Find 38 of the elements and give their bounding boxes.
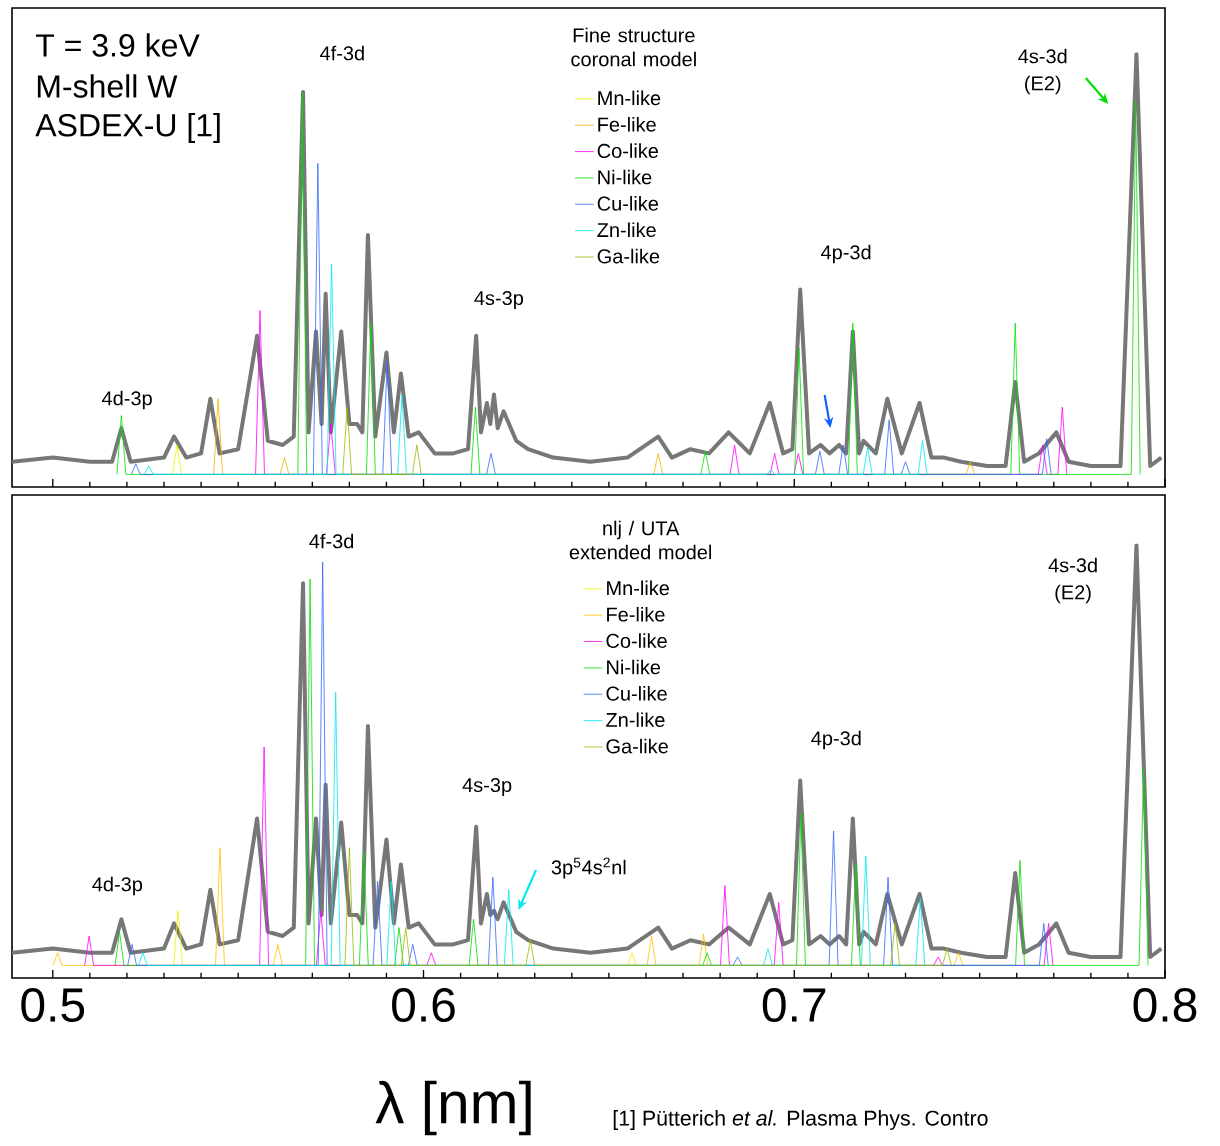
legend-label: Fe-like — [598, 116, 656, 132]
x-tick-label: 0.6 — [392, 988, 455, 1023]
legend-label: Ga-like — [597, 248, 660, 264]
legend-label: Co-like — [606, 633, 667, 648]
legend-label: Ni-like — [598, 169, 652, 185]
annotation: 4f-3d — [309, 533, 354, 549]
legend-label: Mn-like — [607, 580, 670, 596]
annotation: 4p-3d — [821, 244, 871, 264]
annotation: ASDEX-U [1] — [35, 113, 220, 143]
annotation: 4f-3d — [320, 45, 364, 61]
legend-label: Zn-like — [597, 222, 656, 238]
legend-label: Co-like — [597, 143, 659, 159]
annotation: T = 3.9 keV — [35, 33, 200, 57]
annotation: 4p-3d — [811, 730, 861, 750]
annotation: M-shell W — [37, 74, 178, 98]
x-tick-label: 0.5 — [21, 988, 85, 1023]
legend-title: nlj / UTA extended model — [569, 520, 712, 560]
x-tick-label: 0.8 — [1133, 988, 1197, 1023]
annotation: 4s-3p — [474, 290, 524, 310]
legend-label: Zn-like — [606, 712, 665, 728]
annotation: 3p$^{5}$4s$^{2}$nl — [551, 857, 626, 879]
annotation: 4s-3d — [1048, 557, 1097, 573]
annotation: 4d-3p — [102, 390, 152, 410]
text: [1] Pütterich et al. Plasma Phys. Contro — [613, 1110, 988, 1130]
legend-title: Fine structure coronal model — [571, 27, 696, 67]
annotation: (E2) — [1025, 75, 1061, 95]
legend-label: Mn-like — [598, 90, 661, 106]
legend-label: Ni-like — [607, 659, 661, 675]
legend-label: Cu-like — [597, 196, 659, 211]
annotation: 4s-3p — [462, 777, 512, 797]
legend-label: Fe-like — [607, 606, 665, 622]
annotation: (E2) — [1055, 584, 1091, 604]
x-tick-label: 0.7 — [762, 988, 826, 1023]
legend-label: Ga-like — [606, 738, 668, 754]
legend-label: Cu-like — [606, 686, 667, 701]
x-axis-title: λ [nm] — [375, 1080, 531, 1136]
annotation: 4d-3p — [92, 876, 143, 896]
annotation: 4s-3d — [1018, 48, 1067, 64]
